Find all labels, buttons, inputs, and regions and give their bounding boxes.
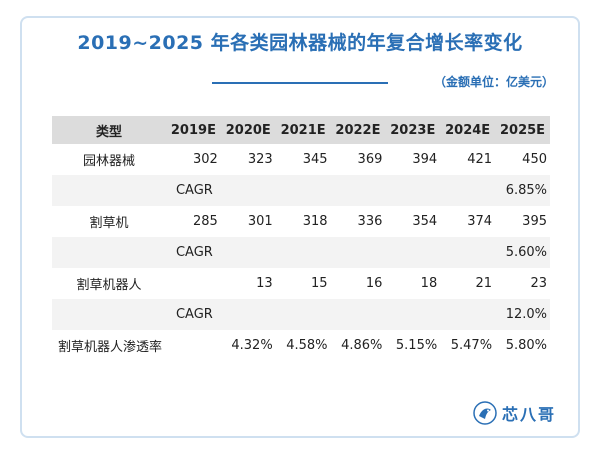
table-row: 园林器械 302 323 345 369 394 421 450 (52, 144, 550, 175)
table-cell (220, 237, 276, 268)
data-table: 类型 2019E 2020E 2021E 2022E 2023E 2024E 2… (52, 116, 550, 361)
table-cell (275, 237, 331, 268)
bird-logo-icon (473, 401, 497, 425)
table-cell (220, 299, 276, 330)
table-cell: 21 (475, 276, 493, 291)
table-row: 割草机 285 301 318 336 354 374 395 (52, 206, 550, 237)
brand-logo: 芯八哥 (472, 400, 556, 426)
table-card (20, 16, 580, 438)
table-cell: 5.47% (450, 338, 493, 353)
column-header: 2025E (495, 116, 550, 144)
column-header: 类型 (52, 116, 166, 144)
table-row: CAGR 5.60% (52, 237, 550, 268)
row-label: 割草机 (89, 216, 129, 231)
table-cell: 16 (365, 276, 383, 291)
page-title: 2019~2025 年各类园林器械的年复合增长率变化 (77, 32, 523, 54)
table-row: CAGR 12.0% (52, 299, 550, 330)
table-cell: 5.60% (495, 237, 550, 268)
table-cell (330, 299, 386, 330)
row-label: 割草机器人 (76, 278, 142, 293)
row-label: CAGR (52, 175, 221, 206)
table-cell: 4.86% (341, 338, 383, 353)
table-cell: 345 (302, 152, 328, 167)
table-row: 割草机器人 13 15 16 18 21 23 (52, 268, 550, 299)
column-header: 2023E (385, 116, 441, 144)
table-row: CAGR 6.85% (52, 175, 550, 206)
table-cell: 336 (357, 214, 383, 229)
column-header: 2019E (166, 116, 221, 144)
title-underline (212, 82, 388, 84)
table-cell: 354 (412, 214, 438, 229)
row-label: 园林器械 (82, 154, 135, 169)
table-cell (220, 175, 276, 206)
table-cell: 369 (357, 152, 383, 167)
table-cell (440, 237, 496, 268)
row-label: CAGR (52, 299, 221, 330)
table-cell: 4.58% (286, 338, 328, 353)
row-label: CAGR (52, 237, 221, 268)
table-cell: 394 (412, 152, 438, 167)
table-cell (166, 268, 221, 299)
table-cell: 421 (467, 152, 493, 167)
table-cell: 302 (193, 152, 218, 167)
table-cell (275, 175, 331, 206)
table-cell: 285 (193, 214, 218, 229)
unit-note: （金额单位：亿美元） (433, 75, 554, 89)
column-header: 2024E (440, 116, 496, 144)
table-cell (330, 175, 386, 206)
table-cell (440, 175, 496, 206)
row-label: 割草机器人渗透率 (58, 340, 163, 355)
table-cell (330, 237, 386, 268)
table-cell (440, 299, 496, 330)
table-cell: 323 (247, 152, 273, 167)
column-header: 2021E (275, 116, 331, 144)
table-cell: 5.15% (395, 338, 438, 353)
table-cell: 15 (310, 276, 328, 291)
table-cell (275, 299, 331, 330)
table-cell: 5.80% (505, 338, 547, 353)
table-cell: 318 (302, 214, 328, 229)
table-cell: 12.0% (495, 299, 550, 330)
table-cell: 6.85% (495, 175, 550, 206)
table-cell: 301 (247, 214, 273, 229)
column-header: 2022E (330, 116, 386, 144)
table-cell: 23 (530, 276, 547, 291)
table-cell: 18 (420, 276, 438, 291)
brand-name: 芯八哥 (501, 405, 556, 424)
table-cell: 13 (256, 276, 273, 291)
table-cell (385, 299, 441, 330)
table-cell (385, 237, 441, 268)
table-cell: 4.32% (231, 338, 273, 353)
table-cell (385, 175, 441, 206)
table-cell: 374 (467, 214, 493, 229)
table-row: 割草机器人渗透率 4.32% 4.58% 4.86% 5.15% 5.47% 5… (52, 330, 550, 361)
table-header-row: 类型 2019E 2020E 2021E 2022E 2023E 2024E 2… (52, 116, 550, 144)
table-cell: 450 (522, 152, 547, 167)
table-cell: 395 (522, 214, 547, 229)
column-header: 2020E (220, 116, 276, 144)
